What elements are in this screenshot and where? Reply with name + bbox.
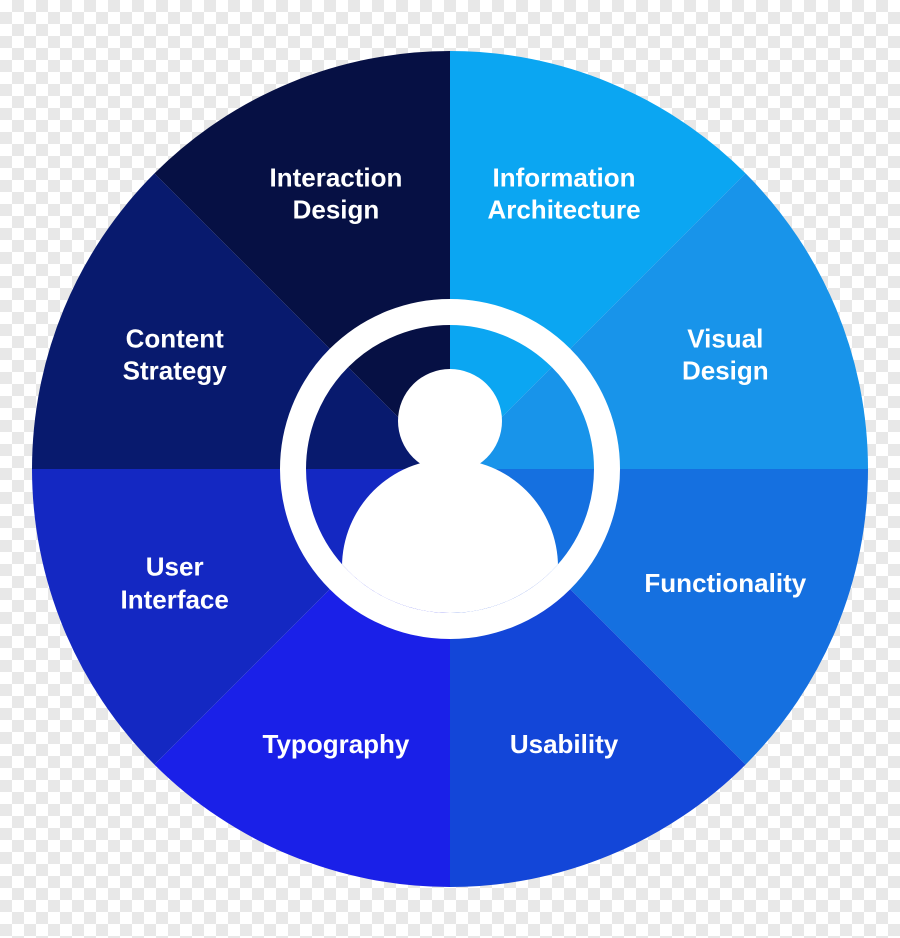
user-head-icon	[398, 369, 502, 473]
ux-wheel-diagram: Information ArchitectureVisual DesignFun…	[0, 0, 900, 938]
wheel-svg	[32, 51, 868, 887]
